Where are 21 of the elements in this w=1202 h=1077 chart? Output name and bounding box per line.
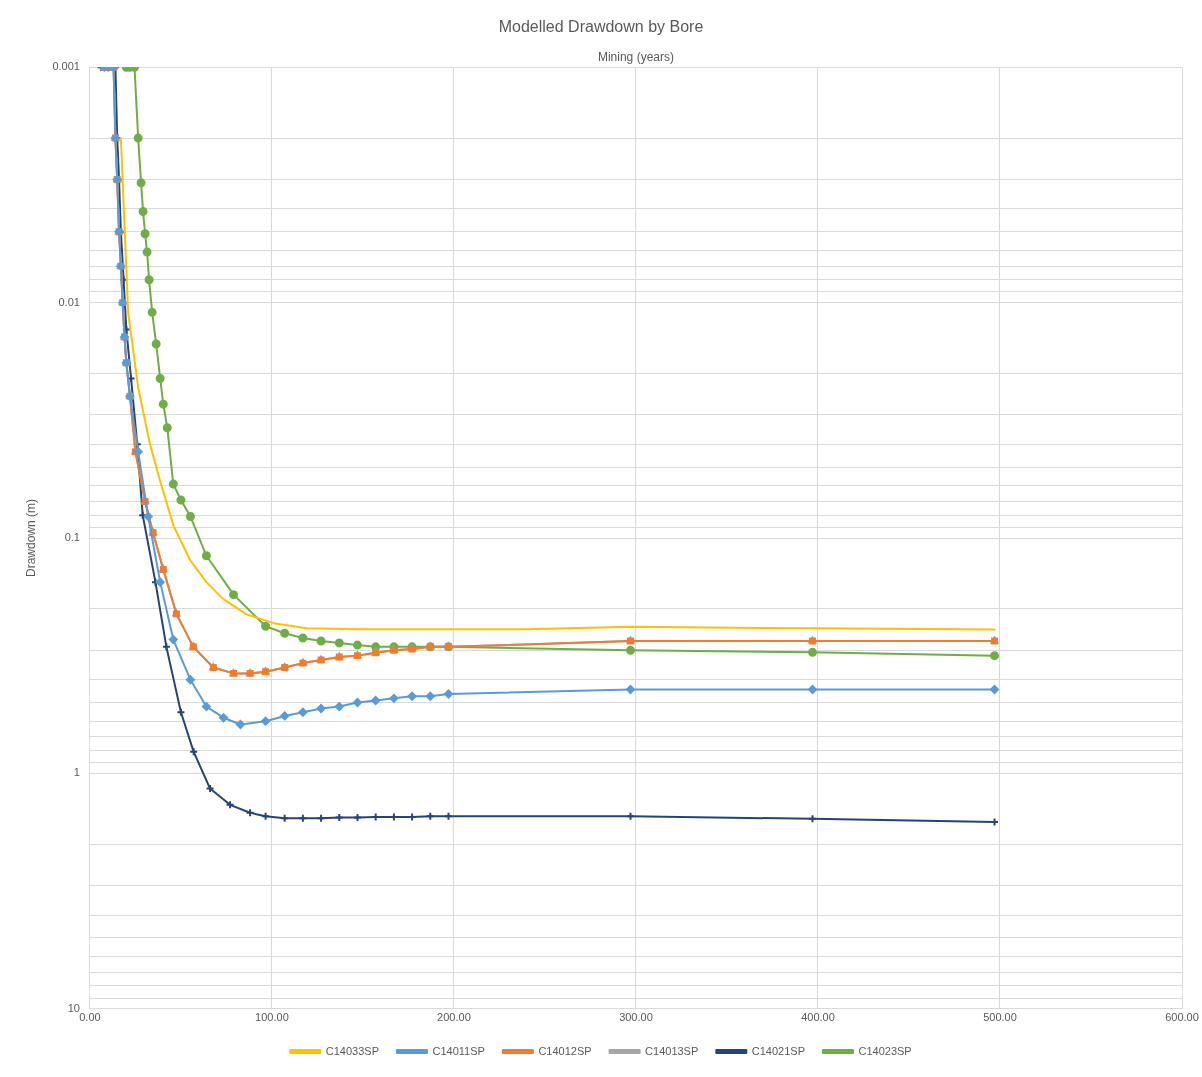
chart-title: Modelled Drawdown by Bore — [498, 18, 704, 36]
legend-label: C14012SP — [538, 1044, 592, 1057]
x-tick-label: 200.00 — [437, 1011, 471, 1024]
x-tick-label: 600.00 — [1165, 1011, 1199, 1024]
y-axis-title: Drawdown (m) — [23, 498, 38, 578]
y-tick-label: 0.01 — [58, 295, 80, 308]
y-tick-label: 1 — [73, 766, 80, 779]
legend-label: C14033SP — [325, 1044, 380, 1057]
y-tick-label: 0.1 — [64, 531, 80, 544]
x-axis-title: Mining (years) — [597, 49, 674, 64]
x-tick-label: 400.00 — [801, 1011, 835, 1024]
x-tick-label: 0.00 — [79, 1011, 101, 1024]
x-tick-label: 500.00 — [983, 1011, 1017, 1024]
legend-label: C14021SP — [751, 1044, 806, 1057]
x-tick-label: 300.00 — [619, 1011, 653, 1024]
y-tick-label: 0.001 — [52, 60, 80, 73]
x-tick-label: 100.00 — [255, 1011, 289, 1024]
legend-label: C14011SP — [432, 1044, 485, 1057]
legend-label: C14023SP — [858, 1044, 912, 1057]
legend-label: C14013SP — [645, 1044, 699, 1057]
y-tick-label: 10 — [67, 1001, 80, 1014]
